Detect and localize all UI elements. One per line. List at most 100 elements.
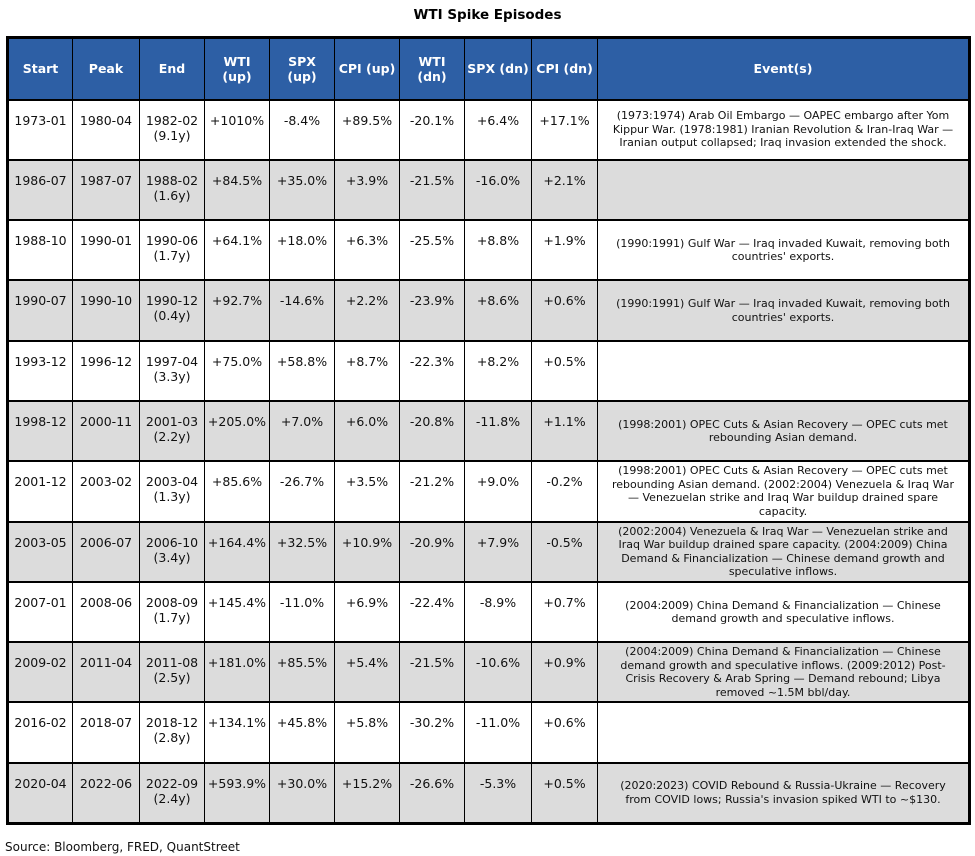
- cell-spx_up: +45.8%: [269, 701, 335, 764]
- cell-end: 1982-02 (9.1y): [139, 98, 205, 161]
- cell-end: 2022-09 (2.4y): [139, 761, 205, 825]
- end-duration: (3.4y): [153, 549, 191, 565]
- cell-spx_dn: -5.3%: [464, 761, 532, 825]
- cell-cpi_dn: -0.2%: [531, 460, 598, 523]
- table-row: 2016-02 2018-07 2018-12 (2.8y) +134.1% +45.8%…: [7, 701, 970, 764]
- cell-wti_dn: -23.9%: [399, 279, 465, 342]
- cell-start: 1998-12: [7, 399, 73, 463]
- cell-wti_dn: -22.4%: [399, 580, 465, 644]
- col-header-spx_dn: SPX (dn): [464, 36, 532, 101]
- cell-cpi_dn: +2.1%: [531, 158, 598, 222]
- cell-spx_dn: +8.2%: [464, 339, 532, 402]
- cell-events: (2004:2009) China Demand & Financializat…: [597, 641, 970, 704]
- cell-spx_up: +7.0%: [269, 399, 335, 463]
- end-date: 2003-04: [145, 474, 199, 490]
- cell-peak: 2018-07: [72, 701, 140, 764]
- end-duration: (9.1y): [153, 127, 191, 143]
- end-date: 1988-02: [145, 172, 199, 188]
- col-header-events: Event(s): [597, 36, 970, 101]
- cell-cpi_dn: +1.9%: [531, 219, 598, 282]
- cell-cpi_dn: +0.5%: [531, 761, 598, 825]
- cell-spx_dn: -11.0%: [464, 701, 532, 764]
- cell-start: 2009-02: [7, 641, 73, 704]
- col-header-cpi_dn: CPI (dn): [531, 36, 598, 101]
- col-header-spx_up: SPX (up): [269, 36, 335, 101]
- cell-events: (2002:2004) Venezuela & Iraq War — Venez…: [597, 520, 970, 583]
- end-duration: (1.6y): [153, 187, 191, 203]
- end-date: 2011-08: [145, 655, 199, 671]
- cell-wti_up: +181.0%: [204, 641, 270, 704]
- cell-spx_dn: -11.8%: [464, 399, 532, 463]
- cell-events: (2004:2009) China Demand & Financializat…: [597, 580, 970, 644]
- cell-end: 2018-12 (2.8y): [139, 701, 205, 764]
- table-row: 1973-01 1980-04 1982-02 (9.1y) +1010% -8.4% +8…: [7, 98, 970, 161]
- cell-wti_up: +85.6%: [204, 460, 270, 523]
- cell-peak: 2006-07: [72, 520, 140, 583]
- cell-wti_dn: -21.2%: [399, 460, 465, 523]
- cell-end: 1988-02 (1.6y): [139, 158, 205, 222]
- cell-start: 2020-04: [7, 761, 73, 825]
- cell-peak: 2008-06: [72, 580, 140, 644]
- cell-cpi_up: +89.5%: [334, 98, 400, 161]
- cell-cpi_dn: +0.6%: [531, 279, 598, 342]
- cell-wti_up: +593.9%: [204, 761, 270, 825]
- cell-peak: 1987-07: [72, 158, 140, 222]
- table-header: Start Peak End WTI (up) SPX (up) CPI (up) WTI …: [7, 36, 970, 101]
- table-row: 2020-04 2022-06 2022-09 (2.4y) +593.9% +30.0%…: [7, 761, 970, 825]
- cell-wti_up: +145.4%: [204, 580, 270, 644]
- cell-spx_dn: +9.0%: [464, 460, 532, 523]
- cell-cpi_up: +8.7%: [334, 339, 400, 402]
- cell-spx_dn: -10.6%: [464, 641, 532, 704]
- cell-wti_up: +134.1%: [204, 701, 270, 764]
- end-date: 1982-02: [145, 112, 199, 128]
- cell-start: 1990-07: [7, 279, 73, 342]
- cell-end: 1997-04 (3.3y): [139, 339, 205, 402]
- cell-cpi_dn: +0.9%: [531, 641, 598, 704]
- cell-events: (1998:2001) OPEC Cuts & Asian Recovery —…: [597, 399, 970, 463]
- cell-cpi_dn: +1.1%: [531, 399, 598, 463]
- cell-peak: 1980-04: [72, 98, 140, 161]
- end-date: 1997-04: [145, 353, 199, 369]
- col-header-start: Start: [7, 36, 73, 101]
- cell-spx_up: +35.0%: [269, 158, 335, 222]
- cell-cpi_up: +6.9%: [334, 580, 400, 644]
- table-body: 1973-01 1980-04 1982-02 (9.1y) +1010% -8.4% +8…: [7, 98, 970, 825]
- end-duration: (3.3y): [153, 368, 191, 384]
- cell-events: (1990:1991) Gulf War — Iraq invaded Kuwa…: [597, 219, 970, 282]
- table-row: 1993-12 1996-12 1997-04 (3.3y) +75.0% +58.8% +…: [7, 339, 970, 402]
- cell-wti_dn: -26.6%: [399, 761, 465, 825]
- cell-end: 2006-10 (3.4y): [139, 520, 205, 583]
- cell-start: 1973-01: [7, 98, 73, 161]
- cell-spx_up: -26.7%: [269, 460, 335, 523]
- cell-spx_dn: +8.6%: [464, 279, 532, 342]
- end-duration: (2.5y): [153, 670, 191, 686]
- cell-wti_up: +205.0%: [204, 399, 270, 463]
- col-header-wti_dn: WTI (dn): [399, 36, 465, 101]
- cell-events: (1998:2001) OPEC Cuts & Asian Recovery —…: [597, 460, 970, 523]
- cell-cpi_dn: +17.1%: [531, 98, 598, 161]
- cell-events: [597, 158, 970, 222]
- cell-cpi_up: +6.0%: [334, 399, 400, 463]
- cell-wti_up: +84.5%: [204, 158, 270, 222]
- table-row: 2003-05 2006-07 2006-10 (3.4y) +164.4% +32.5%…: [7, 520, 970, 583]
- end-duration: (1.7y): [153, 609, 191, 625]
- end-duration: (1.3y): [153, 489, 191, 505]
- cell-events: [597, 701, 970, 764]
- cell-spx_dn: +7.9%: [464, 520, 532, 583]
- cell-spx_up: -11.0%: [269, 580, 335, 644]
- end-duration: (1.7y): [153, 248, 191, 264]
- col-header-cpi_up: CPI (up): [334, 36, 400, 101]
- cell-peak: 1996-12: [72, 339, 140, 402]
- cell-peak: 2000-11: [72, 399, 140, 463]
- cell-wti_dn: -21.5%: [399, 641, 465, 704]
- cell-end: 1990-06 (1.7y): [139, 219, 205, 282]
- cell-spx_up: +30.0%: [269, 761, 335, 825]
- cell-start: 2016-02: [7, 701, 73, 764]
- cell-start: 1988-10: [7, 219, 73, 282]
- end-date: 2006-10: [145, 534, 199, 550]
- cell-end: 2008-09 (1.7y): [139, 580, 205, 644]
- table-row: 2009-02 2011-04 2011-08 (2.5y) +181.0% +85.5%…: [7, 641, 970, 704]
- cell-events: (1990:1991) Gulf War — Iraq invaded Kuwa…: [597, 279, 970, 342]
- cell-cpi_dn: -0.5%: [531, 520, 598, 583]
- end-duration: (0.4y): [153, 308, 191, 324]
